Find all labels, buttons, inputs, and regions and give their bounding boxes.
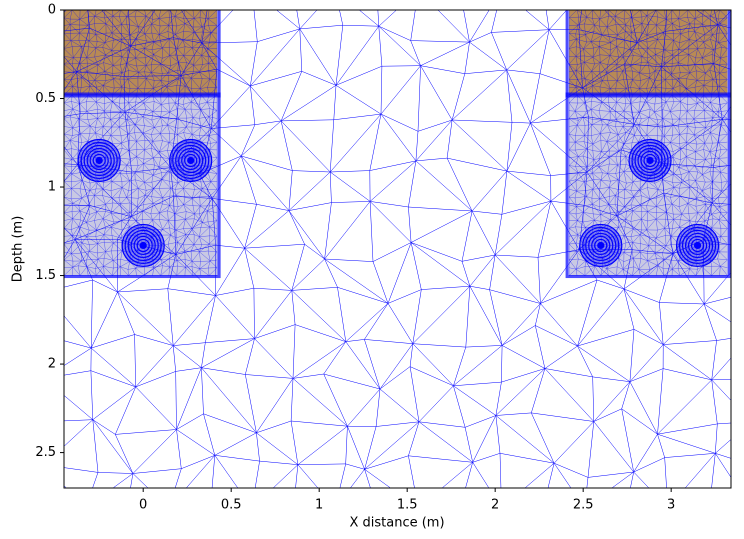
y-tick-label: 1.5 bbox=[35, 268, 56, 283]
cable bbox=[169, 138, 213, 183]
cable bbox=[579, 223, 623, 268]
cable-center bbox=[647, 157, 654, 164]
cable-ring bbox=[181, 150, 201, 171]
cable-ring bbox=[172, 141, 210, 180]
cable-center bbox=[96, 157, 103, 164]
cable-ring bbox=[92, 153, 106, 168]
y-tick-label: 0 bbox=[48, 3, 56, 18]
cable-ring bbox=[637, 147, 663, 174]
cable-ring bbox=[675, 223, 720, 268]
cable-ring bbox=[631, 141, 669, 180]
cable-ring bbox=[178, 147, 204, 174]
x-tick-label: 3 bbox=[667, 498, 675, 513]
y-axis-label: Depth (m) bbox=[11, 216, 26, 283]
cable-ring bbox=[80, 141, 118, 180]
mesh-fine bbox=[568, 10, 728, 96]
cable bbox=[77, 138, 121, 183]
y-tick-label: 1 bbox=[48, 180, 56, 195]
cable-ring bbox=[127, 229, 159, 262]
cable-ring bbox=[83, 144, 115, 177]
cable-ring bbox=[169, 138, 213, 183]
x-tick-label: 0.5 bbox=[221, 498, 242, 513]
region-edge bbox=[64, 92, 221, 279]
region-edge bbox=[565, 92, 731, 279]
axes-frame bbox=[63, 9, 732, 489]
cable-ring bbox=[133, 235, 153, 256]
cable-ring bbox=[130, 232, 156, 259]
cable-ring bbox=[585, 229, 617, 262]
cable-ring bbox=[678, 226, 717, 265]
cable-ring bbox=[640, 150, 660, 171]
cable-ring bbox=[690, 238, 705, 253]
cable-center bbox=[597, 242, 604, 249]
y-tick-label: 0.5 bbox=[35, 91, 56, 106]
cable-ring bbox=[175, 144, 207, 177]
cable bbox=[675, 223, 720, 268]
cable-ring bbox=[136, 238, 150, 253]
cable-ring bbox=[634, 144, 666, 177]
region-edge bbox=[565, 10, 731, 98]
cable-ring bbox=[628, 138, 672, 183]
y-tick-label: 2.5 bbox=[35, 445, 56, 460]
cable-ring bbox=[124, 226, 162, 265]
cable-ring bbox=[121, 223, 165, 268]
cable bbox=[121, 223, 165, 268]
cable-ring bbox=[89, 150, 109, 171]
cable-ring bbox=[681, 229, 714, 262]
cable-ring bbox=[77, 138, 121, 183]
x-tick-label: 1.5 bbox=[397, 498, 418, 513]
cable-center bbox=[187, 157, 194, 164]
cable-ring bbox=[86, 147, 112, 174]
cable-ring bbox=[579, 223, 623, 268]
cable-ring bbox=[687, 235, 708, 256]
cable-ring bbox=[594, 238, 608, 253]
x-tick-label: 2.5 bbox=[573, 498, 594, 513]
cable-ring bbox=[643, 153, 657, 168]
x-tick-label: 2 bbox=[491, 498, 499, 513]
cable-center bbox=[140, 242, 147, 249]
x-axis-label: X distance (m) bbox=[349, 516, 444, 531]
x-tick-label: 1 bbox=[315, 498, 323, 513]
cable-ring bbox=[582, 226, 620, 265]
plot-area bbox=[64, 10, 731, 488]
cable-ring bbox=[184, 153, 198, 168]
region-edge bbox=[64, 10, 221, 98]
cable-ring bbox=[684, 232, 711, 259]
cable-center bbox=[694, 242, 701, 249]
y-tick-label: 2 bbox=[48, 357, 56, 372]
cable-ring bbox=[588, 232, 614, 259]
cable bbox=[628, 138, 672, 183]
x-tick-label: 0 bbox=[139, 498, 147, 513]
mesh-fine bbox=[64, 10, 218, 96]
cable-ring bbox=[591, 235, 611, 256]
